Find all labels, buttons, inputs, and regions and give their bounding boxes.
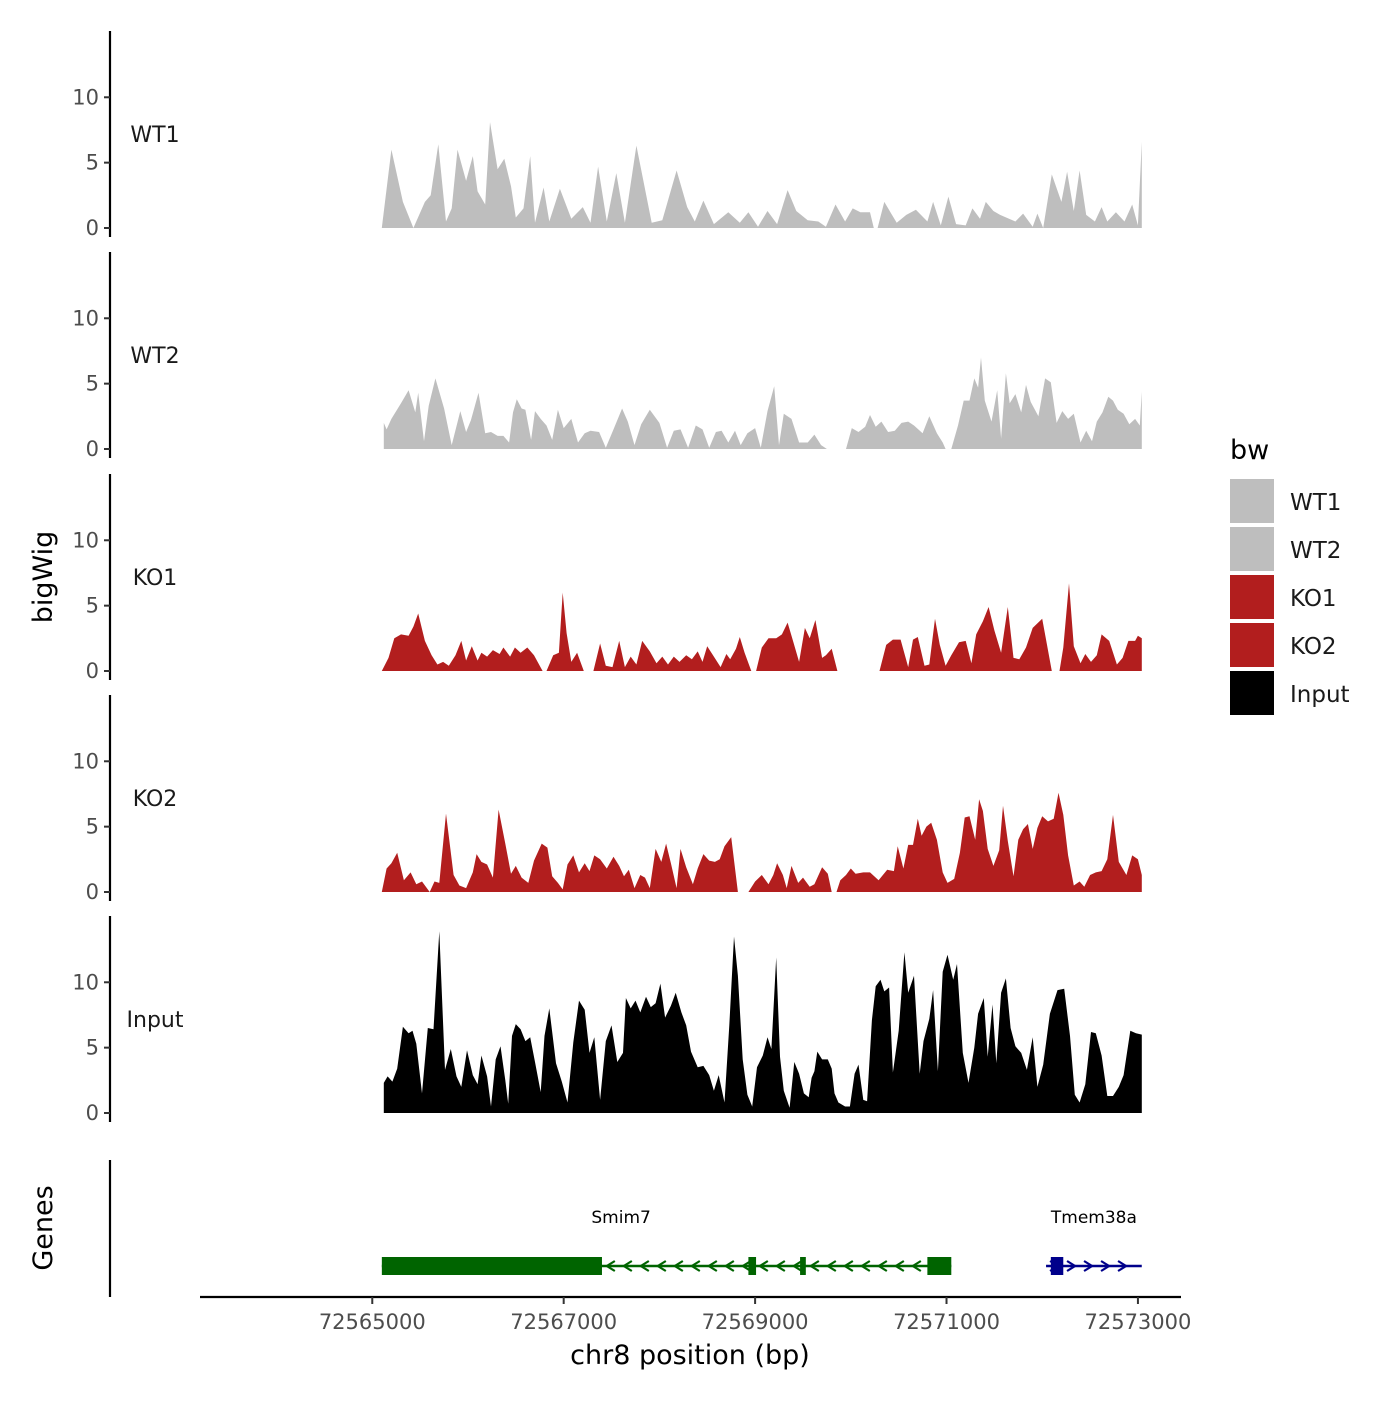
y-tick-label: 5 [86,594,99,618]
coverage-area [951,357,1142,449]
gene-tmem38a: Tmem38a [1046,1208,1142,1275]
x-axis: 72565000 72567000 72569000 72571000 72573000 [200,1295,1191,1334]
track-label: Input [127,1008,184,1033]
track-wt1: 0 5 10 WT1 [72,31,1142,240]
y-tick-label: 10 [72,85,99,109]
coverage-area [1059,583,1142,671]
y-tick-label: 0 [86,1101,99,1125]
track-wt2: 0 5 10 WT2 [72,252,1142,461]
y-tick-label: 10 [72,306,99,330]
strand-chevron [910,1260,922,1272]
strand-chevron [808,1260,820,1272]
coverage-area [381,122,874,228]
track-label: KO1 [133,566,178,591]
x-tick-label: 72565000 [319,1310,426,1334]
y-tick-label: 10 [72,970,99,994]
legend-key [1230,527,1274,571]
strand-chevron [621,1260,633,1272]
strand-chevron [859,1260,871,1272]
legend-title: bw [1230,435,1269,466]
coverage-area [381,809,738,892]
strand-chevron [774,1260,786,1272]
genes-axis-title: Genes [28,1185,59,1270]
genes-layer: Smim7 Tmem38a [108,1160,1142,1297]
y-tick-label: 5 [86,1036,99,1060]
y-tick-label: 0 [86,659,99,683]
gene-label: Smim7 [591,1208,650,1228]
coverage-area [879,607,1052,671]
y-tick-label: 10 [72,749,99,773]
strand-chevron [706,1260,718,1272]
coverage-area [383,378,827,449]
y-tick-label: 0 [86,880,99,904]
coverage-area [748,863,832,892]
x-tick-label: 72573000 [1084,1310,1191,1334]
y-tick-label: 5 [86,815,99,839]
legend-key [1230,575,1274,619]
coverage-area [756,620,838,671]
track-input: 0 5 10 Input [72,916,1142,1125]
strand-chevron [723,1260,735,1272]
strand-chevron [740,1260,752,1272]
strand-chevron [638,1260,650,1272]
legend: bw WT1 WT2 KO1 KO2 Input [1230,435,1350,715]
coverage-area [836,792,1142,892]
y-tick-label: 0 [86,216,99,240]
strand-chevron [825,1260,837,1272]
gene-smim7: Smim7 [381,1208,952,1275]
gene-exon [927,1257,952,1275]
coverage-area [593,637,752,671]
legend-label: Input [1290,682,1350,708]
x-tick-label: 72567000 [510,1310,617,1334]
legend-label: WT2 [1290,538,1341,564]
strand-chevron [842,1260,854,1272]
legend-label: KO1 [1290,586,1337,612]
strand-chevron [604,1260,616,1272]
strand-chevron [876,1260,888,1272]
strand-chevron [757,1260,769,1272]
coverage-area [381,613,543,671]
track-label: WT1 [130,123,179,148]
y-tick-label: 5 [86,151,99,175]
y-tick-label: 5 [86,372,99,396]
strand-chevron [689,1260,701,1272]
coverage-area [546,592,590,671]
y-tick-label: 10 [72,528,99,552]
track-ko2: 0 5 10 KO2 [72,695,1142,904]
strand-chevron [1066,1260,1078,1272]
x-tick-label: 72569000 [702,1310,809,1334]
track-ko1: 0 5 10 KO1 [72,474,1142,683]
gene-exon [381,1257,602,1275]
strand-chevron [1083,1260,1095,1272]
gene-label: Tmem38a [1050,1208,1137,1228]
strand-chevron [893,1260,905,1272]
gene-exon [1050,1257,1064,1275]
strand-chevron [1100,1260,1112,1272]
tracks-layer: 0 5 10 WT1 0 5 10 WT2 0 5 10 KO1 0 5 10 KO2 0 5 10 Input [72,31,1142,1125]
strand-chevron [791,1260,803,1272]
legend-key [1230,479,1274,523]
track-label: KO2 [133,787,178,812]
x-tick-label: 72571000 [893,1310,1000,1334]
y-axis-title: bigWig [28,531,59,624]
coverage-area [383,931,1142,1113]
coverage-area [846,415,946,449]
coverage-area [877,141,1142,228]
track-label: WT2 [130,344,179,369]
legend-key [1230,671,1274,715]
y-tick-label: 0 [86,437,99,461]
x-axis-title: chr8 position (bp) [570,1340,810,1371]
strand-chevron [672,1260,684,1272]
legend-key [1230,623,1274,667]
gene-exon [800,1257,806,1275]
gene-exon [748,1257,757,1275]
strand-chevron [1117,1260,1129,1272]
legend-label: WT1 [1290,490,1341,516]
strand-chevron [655,1260,667,1272]
legend-label: KO2 [1290,634,1337,660]
